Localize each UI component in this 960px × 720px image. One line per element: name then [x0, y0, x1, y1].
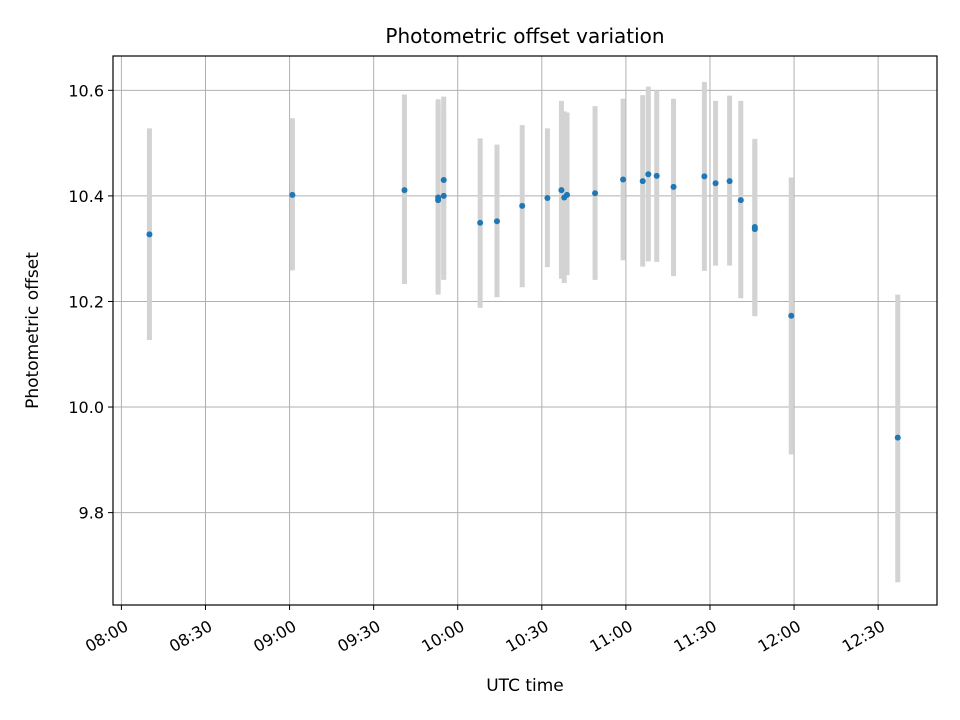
x-axis: 08:00 08:30 09:00 09:30 10:00 10:30 11:00 11:30… [82, 605, 888, 656]
y-tick-label: 10.4 [68, 187, 104, 206]
data-point [751, 224, 758, 231]
data-point [440, 192, 447, 199]
y-axis-label: Photometric offset [23, 252, 43, 409]
data-point [712, 180, 719, 187]
data-point [592, 190, 599, 197]
data-point [653, 172, 660, 179]
data-point [788, 312, 795, 319]
data-point [564, 191, 571, 198]
x-tick-label: 08:00 [82, 616, 131, 656]
x-axis-label: UTC time [486, 676, 564, 696]
x-tick-label: 12:30 [839, 616, 888, 656]
x-tick-label: 10:00 [418, 616, 467, 656]
data-point [435, 197, 442, 204]
y-axis: 9.8 10.0 10.2 10.4 10.6 [68, 81, 113, 523]
data-point [645, 171, 652, 178]
data-point [289, 191, 296, 198]
data-point [477, 219, 484, 226]
data-point [726, 178, 733, 185]
y-tick-label: 10.0 [68, 398, 104, 417]
data-point [146, 231, 153, 238]
data-point [401, 187, 408, 194]
x-tick-label: 09:00 [250, 616, 299, 656]
grid [113, 56, 937, 605]
data-point [493, 218, 500, 225]
chart-title: Photometric offset variation [385, 24, 664, 48]
data-point [558, 187, 565, 194]
data-point [737, 197, 744, 204]
data-point [894, 434, 901, 441]
y-tick-label: 9.8 [79, 504, 104, 523]
x-tick-label: 08:30 [166, 616, 215, 656]
data-point [670, 183, 677, 190]
x-tick-label: 09:30 [334, 616, 383, 656]
y-tick-label: 10.2 [68, 292, 104, 311]
x-tick-label: 10:30 [502, 616, 551, 656]
data-point [701, 173, 708, 180]
x-tick-label: 11:30 [671, 616, 720, 656]
x-tick-label: 11:00 [586, 616, 635, 656]
data-point [620, 176, 627, 183]
x-tick-label: 12:00 [755, 616, 804, 656]
data-points [146, 171, 901, 441]
error-bars [146, 81, 901, 583]
plot-frame [112, 55, 938, 606]
data-point [639, 178, 646, 185]
y-tick-label: 10.6 [68, 81, 104, 100]
data-point [519, 202, 526, 209]
data-point [440, 177, 447, 184]
data-point [544, 195, 551, 202]
